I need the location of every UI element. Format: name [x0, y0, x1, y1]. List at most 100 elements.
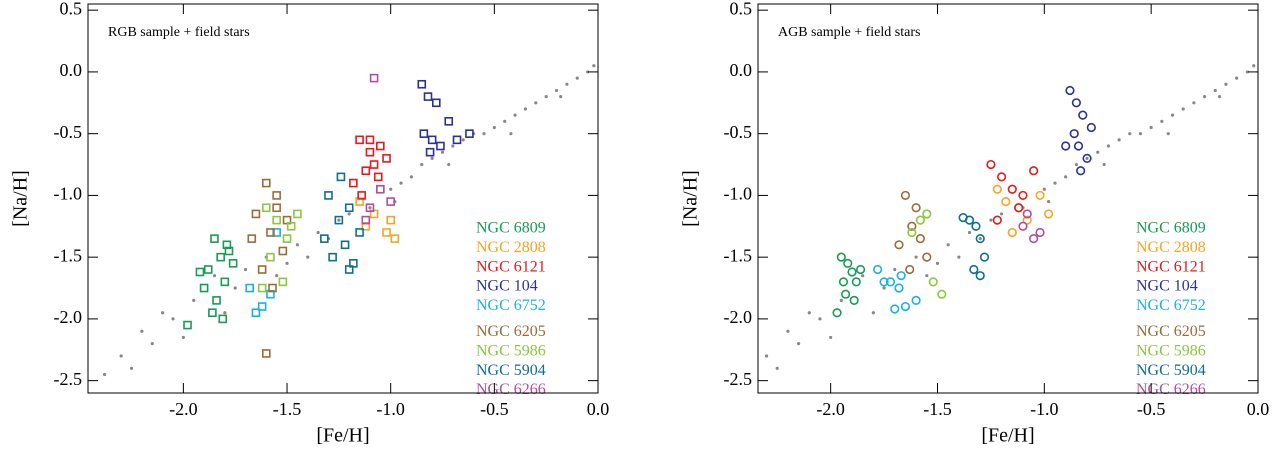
- y-tick-label: -2.5: [724, 369, 753, 389]
- plot-area: [102, 64, 596, 377]
- point: [266, 289, 275, 299]
- x-tick-label: 0.0: [1247, 399, 1270, 419]
- point: [386, 215, 395, 225]
- point: [1014, 203, 1024, 213]
- point: [220, 277, 230, 287]
- point: [183, 320, 192, 330]
- field-star: [554, 88, 559, 93]
- field-star: [420, 162, 424, 167]
- field-star: [796, 342, 801, 346]
- field-star: [306, 255, 310, 259]
- point: [836, 252, 846, 262]
- field-star: [192, 298, 196, 302]
- field-star: [409, 175, 414, 179]
- point: [355, 228, 364, 237]
- y-tick-label: 0.5: [60, 0, 83, 18]
- point: [900, 190, 911, 201]
- point: [922, 209, 932, 219]
- point: [911, 295, 921, 305]
- point: [324, 191, 333, 200]
- legend-entry: NGC 6752: [476, 297, 546, 314]
- point: [199, 283, 209, 293]
- field-star: [1085, 156, 1089, 160]
- point: [210, 234, 219, 243]
- legend-entry: NGC 6121: [1136, 258, 1206, 275]
- field-star: [893, 267, 897, 272]
- point: [1007, 227, 1017, 238]
- point: [992, 184, 1002, 194]
- point: [1035, 227, 1045, 238]
- point: [841, 289, 851, 299]
- point: [328, 252, 337, 262]
- point: [915, 215, 925, 225]
- point: [340, 240, 350, 250]
- field-star: [1245, 70, 1249, 74]
- axes-frame: [757, 3, 1259, 394]
- field-star: [430, 156, 434, 160]
- point: [843, 258, 853, 268]
- point: [208, 308, 217, 318]
- point: [1018, 221, 1028, 231]
- field-star: [861, 274, 865, 278]
- point: [444, 117, 454, 126]
- point: [286, 221, 296, 231]
- point: [975, 271, 985, 281]
- field-star: [389, 187, 393, 191]
- field-star: [575, 76, 579, 80]
- y-tick-label: -1.0: [54, 184, 83, 204]
- point: [905, 264, 915, 275]
- field-star: [882, 286, 886, 290]
- field-star: [1192, 101, 1196, 105]
- legend-entry: NGC 6266: [476, 381, 546, 398]
- field-star: [233, 286, 237, 290]
- field-star: [764, 354, 769, 358]
- point: [423, 92, 433, 101]
- point: [915, 234, 925, 244]
- point: [907, 221, 917, 231]
- point: [894, 240, 904, 250]
- field-star: [509, 132, 513, 136]
- legend-entry: NGC 5986: [476, 342, 546, 359]
- point: [975, 234, 985, 244]
- point: [344, 203, 354, 213]
- point: [261, 349, 271, 358]
- field-star: [368, 206, 372, 210]
- field-star: [150, 342, 154, 346]
- field-star: [967, 230, 972, 235]
- point: [257, 265, 267, 274]
- point: [1022, 215, 1032, 225]
- x-tick-label: -0.5: [480, 399, 509, 419]
- y-tick-label: -2.0: [724, 307, 753, 327]
- field-star: [1064, 175, 1068, 179]
- point: [911, 203, 921, 213]
- point: [851, 277, 861, 287]
- field-star: [451, 144, 455, 148]
- field-star: [1046, 199, 1051, 204]
- point: [386, 197, 395, 206]
- legend-entry: NGC 5904: [476, 362, 546, 379]
- field-star: [461, 138, 465, 142]
- field-star: [586, 70, 590, 74]
- legend-entry: NGC 6266: [1136, 381, 1206, 398]
- point: [203, 265, 213, 274]
- field-star: [347, 212, 351, 216]
- point: [465, 129, 474, 138]
- field-star: [129, 366, 134, 370]
- field-star: [818, 317, 822, 321]
- point: [849, 295, 859, 305]
- field-star: [957, 255, 961, 259]
- point: [272, 215, 281, 225]
- point: [278, 277, 288, 287]
- point: [320, 234, 329, 243]
- point: [1029, 234, 1039, 244]
- field-star: [1102, 162, 1106, 167]
- field-star: [243, 267, 248, 272]
- point: [431, 98, 441, 108]
- point: [885, 277, 896, 287]
- x-tick-label: -1.0: [1030, 399, 1059, 419]
- point: [436, 141, 445, 151]
- point: [361, 215, 371, 225]
- field-star: [1166, 132, 1170, 136]
- x-tick-label: -1.0: [376, 399, 405, 419]
